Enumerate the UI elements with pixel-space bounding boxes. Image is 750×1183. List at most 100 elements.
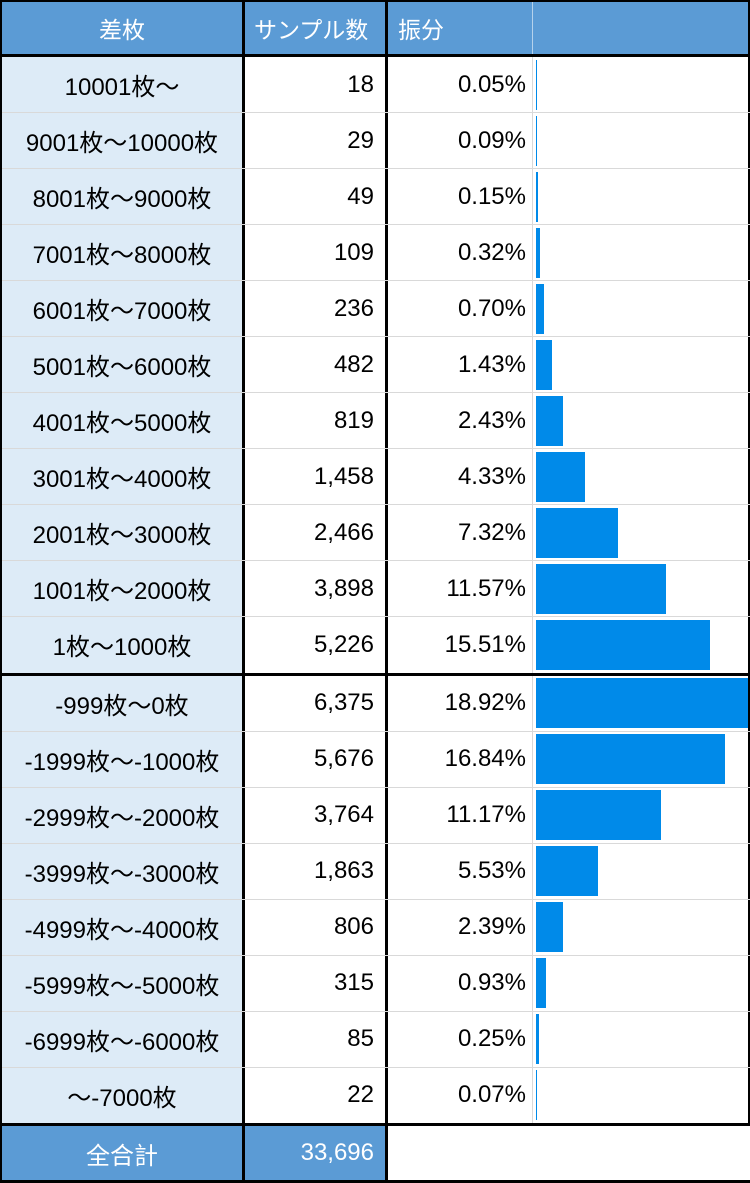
count-cell: 5,676 bbox=[245, 731, 388, 787]
bar-cell bbox=[533, 113, 750, 169]
bar-cell bbox=[533, 449, 750, 505]
range-cell: -3999枚〜-3000枚 bbox=[2, 843, 245, 899]
share-cell: 4.33% bbox=[388, 449, 533, 505]
data-bar bbox=[536, 734, 725, 785]
share-cell: 2.39% bbox=[388, 899, 533, 955]
table-row: 5001枚〜6000枚 482 1.43% bbox=[2, 337, 750, 394]
count-cell: 806 bbox=[245, 899, 388, 955]
data-bar bbox=[536, 171, 538, 222]
header-cell-bar bbox=[533, 2, 750, 54]
count-cell: 85 bbox=[245, 1011, 388, 1067]
table-row: 1枚〜1000枚 5,226 15.51% bbox=[2, 617, 750, 676]
table-row: 7001枚〜8000枚 109 0.32% bbox=[2, 225, 750, 282]
data-bar bbox=[536, 958, 547, 1009]
count-cell: 819 bbox=[245, 393, 388, 449]
range-cell: 1枚〜1000枚 bbox=[2, 617, 245, 673]
footer-total-cell: 33,696 bbox=[245, 1126, 388, 1180]
data-bar bbox=[536, 339, 553, 390]
range-cell: 10001枚〜 bbox=[2, 57, 245, 113]
bar-cell bbox=[533, 393, 750, 449]
count-cell: 2,466 bbox=[245, 505, 388, 561]
range-cell: 8001枚〜9000枚 bbox=[2, 169, 245, 225]
data-bar bbox=[536, 1070, 537, 1121]
data-bar bbox=[536, 283, 544, 334]
data-bar bbox=[536, 395, 564, 446]
share-cell: 16.84% bbox=[388, 731, 533, 787]
table-row: -2999枚〜-2000枚 3,764 11.17% bbox=[2, 787, 750, 844]
share-cell: 0.25% bbox=[388, 1011, 533, 1067]
data-bar bbox=[536, 902, 563, 953]
share-cell: 18.92% bbox=[388, 675, 533, 731]
table-row: -1999枚〜-1000枚 5,676 16.84% bbox=[2, 731, 750, 788]
share-cell: 0.15% bbox=[388, 169, 533, 225]
range-cell: 6001枚〜7000枚 bbox=[2, 281, 245, 337]
range-cell: -5999枚〜-5000枚 bbox=[2, 955, 245, 1011]
count-cell: 18 bbox=[245, 57, 388, 113]
header-cell-samples: サンプル数 bbox=[245, 2, 388, 54]
count-cell: 3,898 bbox=[245, 561, 388, 617]
count-cell: 315 bbox=[245, 955, 388, 1011]
count-cell: 236 bbox=[245, 281, 388, 337]
table-row: -999枚〜0枚 6,375 18.92% bbox=[2, 675, 750, 732]
data-bar bbox=[536, 790, 662, 841]
data-bar bbox=[536, 507, 619, 558]
header-cell-range: 差枚 bbox=[2, 2, 245, 54]
footer-empty-cell bbox=[388, 1126, 533, 1180]
data-bar bbox=[536, 846, 598, 897]
share-cell: 0.70% bbox=[388, 281, 533, 337]
count-cell: 6,375 bbox=[245, 675, 388, 731]
bar-cell bbox=[533, 955, 750, 1011]
share-cell: 0.32% bbox=[388, 225, 533, 281]
range-cell: 〜-7000枚 bbox=[2, 1067, 245, 1123]
table-row: 2001枚〜3000枚 2,466 7.32% bbox=[2, 505, 750, 562]
bar-cell bbox=[533, 169, 750, 225]
bar-cell bbox=[533, 843, 750, 899]
count-cell: 5,226 bbox=[245, 617, 388, 673]
table-row: -3999枚〜-3000枚 1,863 5.53% bbox=[2, 843, 750, 900]
bar-cell bbox=[533, 1067, 750, 1123]
share-cell: 15.51% bbox=[388, 617, 533, 673]
bar-cell bbox=[533, 505, 750, 561]
share-cell: 0.09% bbox=[388, 113, 533, 169]
table-row: 6001枚〜7000枚 236 0.70% bbox=[2, 281, 750, 338]
table-row: 〜-7000枚 22 0.07% bbox=[2, 1067, 750, 1126]
table-row: 4001枚〜5000枚 819 2.43% bbox=[2, 393, 750, 450]
range-cell: 7001枚〜8000枚 bbox=[2, 225, 245, 281]
bar-cell bbox=[533, 675, 750, 731]
data-bar bbox=[536, 563, 666, 614]
data-bar bbox=[536, 59, 537, 110]
share-cell: 0.07% bbox=[388, 1067, 533, 1123]
range-cell: 4001枚〜5000枚 bbox=[2, 393, 245, 449]
table-row: 9001枚〜10000枚 29 0.09% bbox=[2, 113, 750, 170]
bar-cell bbox=[533, 731, 750, 787]
table-row: 8001枚〜9000枚 49 0.15% bbox=[2, 169, 750, 226]
header-cell-share: 振分 bbox=[388, 2, 533, 54]
range-cell: 5001枚〜6000枚 bbox=[2, 337, 245, 393]
share-cell: 1.43% bbox=[388, 337, 533, 393]
count-cell: 22 bbox=[245, 1067, 388, 1123]
header-row: 差枚 サンプル数 振分 bbox=[2, 0, 750, 57]
share-cell: 7.32% bbox=[388, 505, 533, 561]
share-cell: 2.43% bbox=[388, 393, 533, 449]
range-cell: 1001枚〜2000枚 bbox=[2, 561, 245, 617]
range-cell: -2999枚〜-2000枚 bbox=[2, 787, 245, 843]
bar-cell bbox=[533, 899, 750, 955]
share-cell: 0.93% bbox=[388, 955, 533, 1011]
bar-cell bbox=[533, 561, 750, 617]
count-cell: 109 bbox=[245, 225, 388, 281]
bar-cell bbox=[533, 1011, 750, 1067]
count-cell: 482 bbox=[245, 337, 388, 393]
table-row: 3001枚〜4000枚 1,458 4.33% bbox=[2, 449, 750, 506]
range-cell: 2001枚〜3000枚 bbox=[2, 505, 245, 561]
share-cell: 0.05% bbox=[388, 57, 533, 113]
range-cell: -999枚〜0枚 bbox=[2, 675, 245, 731]
bar-cell bbox=[533, 787, 750, 843]
table-row: -6999枚〜-6000枚 85 0.25% bbox=[2, 1011, 750, 1068]
range-cell: 9001枚〜10000枚 bbox=[2, 113, 245, 169]
count-cell: 29 bbox=[245, 113, 388, 169]
bar-cell bbox=[533, 225, 750, 281]
data-bar bbox=[536, 678, 748, 729]
bar-cell bbox=[533, 281, 750, 337]
count-cell: 3,764 bbox=[245, 787, 388, 843]
